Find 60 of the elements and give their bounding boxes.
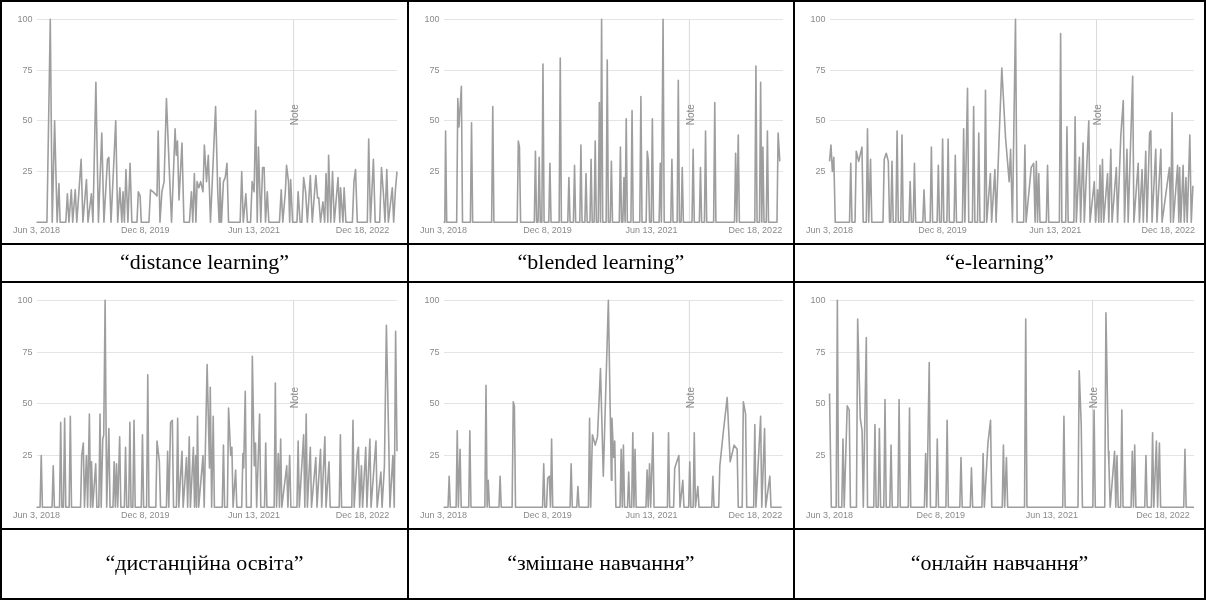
x-tick-label: Jun 3, 2018 bbox=[420, 510, 468, 521]
y-tick-label: 25 bbox=[815, 449, 826, 460]
text: “distance learning” bbox=[118, 248, 291, 276]
y-tick-label: 25 bbox=[22, 449, 33, 460]
x-tick-label: Jun 3, 2018 bbox=[13, 225, 61, 236]
x-tick-label: Dec 18, 2022 bbox=[1136, 510, 1190, 521]
y-tick-label: 100 bbox=[810, 294, 826, 305]
ref-line-label: Note bbox=[685, 103, 697, 126]
y-tick-label: 25 bbox=[815, 165, 826, 176]
x-tick-label: Jun 13, 2021 bbox=[625, 510, 678, 521]
x-tick-label: Jun 13, 2021 bbox=[625, 225, 678, 236]
y-tick-label: 50 bbox=[429, 398, 440, 409]
text: “змішане навчання” bbox=[506, 549, 696, 577]
ref-line-label: Note bbox=[289, 103, 301, 126]
x-tick-label: Dec 18, 2022 bbox=[335, 510, 390, 521]
y-tick-label: 75 bbox=[815, 346, 826, 357]
x-tick-label: Jun 3, 2018 bbox=[13, 510, 61, 521]
ref-line-label: Note bbox=[289, 386, 301, 409]
x-tick-label: Dec 8, 2019 bbox=[120, 510, 170, 521]
x-tick-label: Dec 8, 2019 bbox=[916, 510, 965, 521]
y-tick-label: 50 bbox=[22, 115, 33, 126]
x-tick-label: Jun 3, 2018 bbox=[420, 225, 468, 236]
x-tick-label: Dec 8, 2019 bbox=[120, 225, 170, 236]
x-tick-label: Jun 13, 2021 bbox=[1029, 225, 1082, 236]
y-tick-label: 50 bbox=[429, 115, 440, 126]
y-tick-label: 100 bbox=[810, 13, 826, 24]
y-tick-label: 100 bbox=[424, 294, 440, 305]
x-tick-label: Dec 18, 2022 bbox=[1141, 225, 1195, 236]
x-tick-label: Jun 3, 2018 bbox=[806, 510, 854, 521]
x-tick-label: Dec 18, 2022 bbox=[728, 225, 783, 236]
y-tick-label: 25 bbox=[429, 165, 440, 176]
x-tick-label: Dec 8, 2019 bbox=[523, 510, 572, 521]
y-tick-label: 25 bbox=[22, 165, 33, 176]
y-tick-label: 25 bbox=[429, 449, 440, 460]
x-tick-label: Dec 18, 2022 bbox=[728, 510, 783, 521]
x-tick-label: Dec 8, 2019 bbox=[918, 225, 967, 236]
ref-line-label: Note bbox=[685, 386, 697, 409]
y-tick-label: 100 bbox=[17, 294, 33, 305]
y-tick-label: 75 bbox=[429, 64, 440, 75]
text: “онлайн навчання” bbox=[909, 549, 1090, 577]
ref-line-label: Note bbox=[1092, 103, 1104, 126]
y-tick-label: 100 bbox=[17, 13, 33, 24]
ref-line-label: Note bbox=[1088, 386, 1100, 409]
y-tick-label: 75 bbox=[815, 64, 826, 75]
x-tick-label: Jun 13, 2021 bbox=[227, 225, 280, 236]
y-tick-label: 50 bbox=[22, 398, 33, 409]
x-tick-label: Dec 18, 2022 bbox=[335, 225, 390, 236]
x-tick-label: Jun 13, 2021 bbox=[1025, 510, 1078, 521]
x-tick-label: Dec 8, 2019 bbox=[523, 225, 572, 236]
x-tick-label: Jun 3, 2018 bbox=[806, 225, 854, 236]
y-tick-label: 75 bbox=[429, 346, 440, 357]
x-tick-label: Jun 13, 2021 bbox=[227, 510, 280, 521]
y-tick-label: 75 bbox=[22, 346, 33, 357]
y-tick-label: 50 bbox=[815, 398, 826, 409]
y-tick-label: 50 bbox=[815, 115, 826, 126]
text: “дистанційна освіта” bbox=[104, 549, 305, 577]
y-tick-label: 100 bbox=[424, 13, 440, 24]
y-tick-label: 75 bbox=[22, 64, 33, 75]
text: “blended learning” bbox=[516, 248, 686, 276]
text: “e-learning” bbox=[944, 248, 1055, 276]
